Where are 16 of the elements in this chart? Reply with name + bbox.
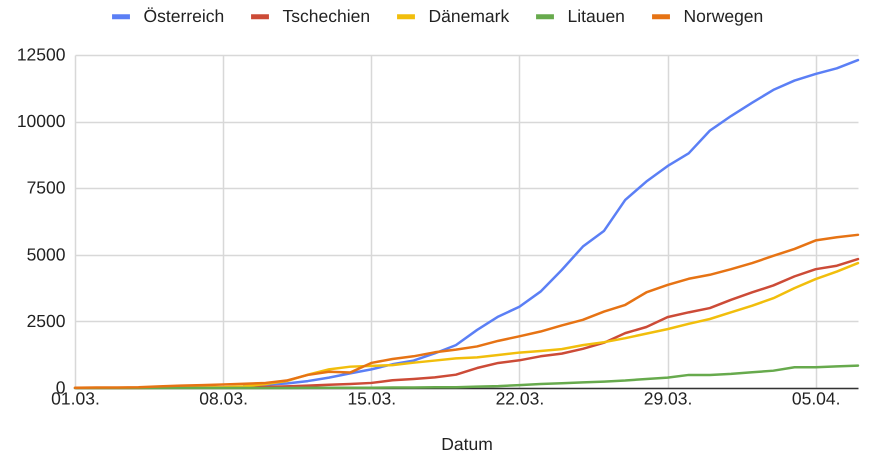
legend-label: Norwegen (684, 6, 764, 26)
y-tick-label: 7500 (26, 178, 66, 198)
x-tick-label: 05.04. (792, 388, 841, 408)
legend-label: Tschechien (282, 6, 370, 26)
y-tick-label: 12500 (16, 44, 66, 64)
legend-label: Dänemark (428, 6, 510, 26)
x-tick-label: 08.03. (199, 388, 248, 408)
legend-label: Litauen (568, 6, 625, 26)
x-axis-title: Datum (441, 434, 493, 454)
y-tick-label: 2500 (26, 310, 66, 331)
legend-label: Österreich (144, 6, 224, 26)
x-tick-label: 15.03. (347, 388, 396, 408)
y-tick-label: 5000 (26, 244, 66, 264)
x-tick-label: 29.03. (644, 388, 692, 408)
y-tick-label: 10000 (16, 111, 66, 132)
x-tick-label: 22.03. (496, 388, 544, 408)
